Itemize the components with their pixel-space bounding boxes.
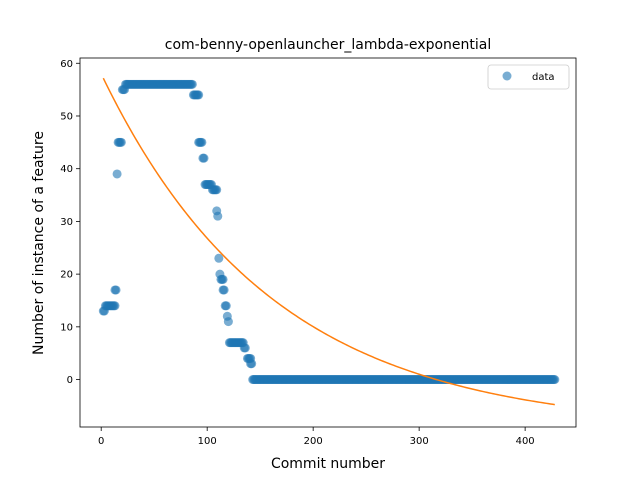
x-tick-label: 300: [410, 436, 429, 447]
plot-frame: [79, 57, 577, 428]
y-tick-label: 0: [67, 375, 73, 386]
x-tick-label: 200: [304, 436, 323, 447]
y-tick-label: 40: [60, 164, 73, 175]
x-tick-label: 400: [516, 436, 535, 447]
y-tick-label: 30: [60, 217, 73, 228]
data-point: [218, 274, 228, 284]
legend-label: data: [532, 72, 555, 83]
legend-marker: [502, 71, 512, 81]
data-point: [112, 169, 122, 179]
data-point: [550, 375, 560, 385]
data-point: [247, 359, 257, 369]
fit-line: [102, 77, 555, 406]
data-point: [223, 317, 233, 327]
legend: data: [487, 64, 570, 90]
data-point: [110, 301, 120, 311]
y-axis-title: Number of instance of a feature: [31, 131, 47, 355]
x-tick-label: 0: [98, 436, 104, 447]
data-point: [213, 211, 223, 221]
data-point: [194, 90, 204, 100]
plot-marks: [98, 77, 560, 406]
data-point: [187, 79, 197, 89]
y-tick-label: 50: [60, 111, 73, 122]
x-tick-label: 100: [198, 436, 217, 447]
data-point: [212, 185, 222, 195]
y-tick-label: 10: [60, 322, 73, 333]
y-tick-label: 20: [60, 270, 73, 281]
x-axis-title: Commit number: [271, 456, 385, 472]
data-point: [199, 153, 209, 163]
y-tick-label: 60: [60, 59, 73, 70]
data-point: [240, 343, 250, 353]
data-point: [219, 285, 229, 295]
data-point: [221, 301, 231, 311]
data-point: [197, 137, 207, 147]
data-point: [111, 285, 121, 295]
legend-box: [487, 64, 570, 90]
axes: 0 100 200 300 400 0 10 20 30 40 50 60: [60, 57, 577, 447]
chart-title: com-benny-openlauncher_lambda-exponentia…: [165, 37, 491, 53]
data-point: [116, 137, 126, 147]
data-point: [214, 253, 224, 263]
